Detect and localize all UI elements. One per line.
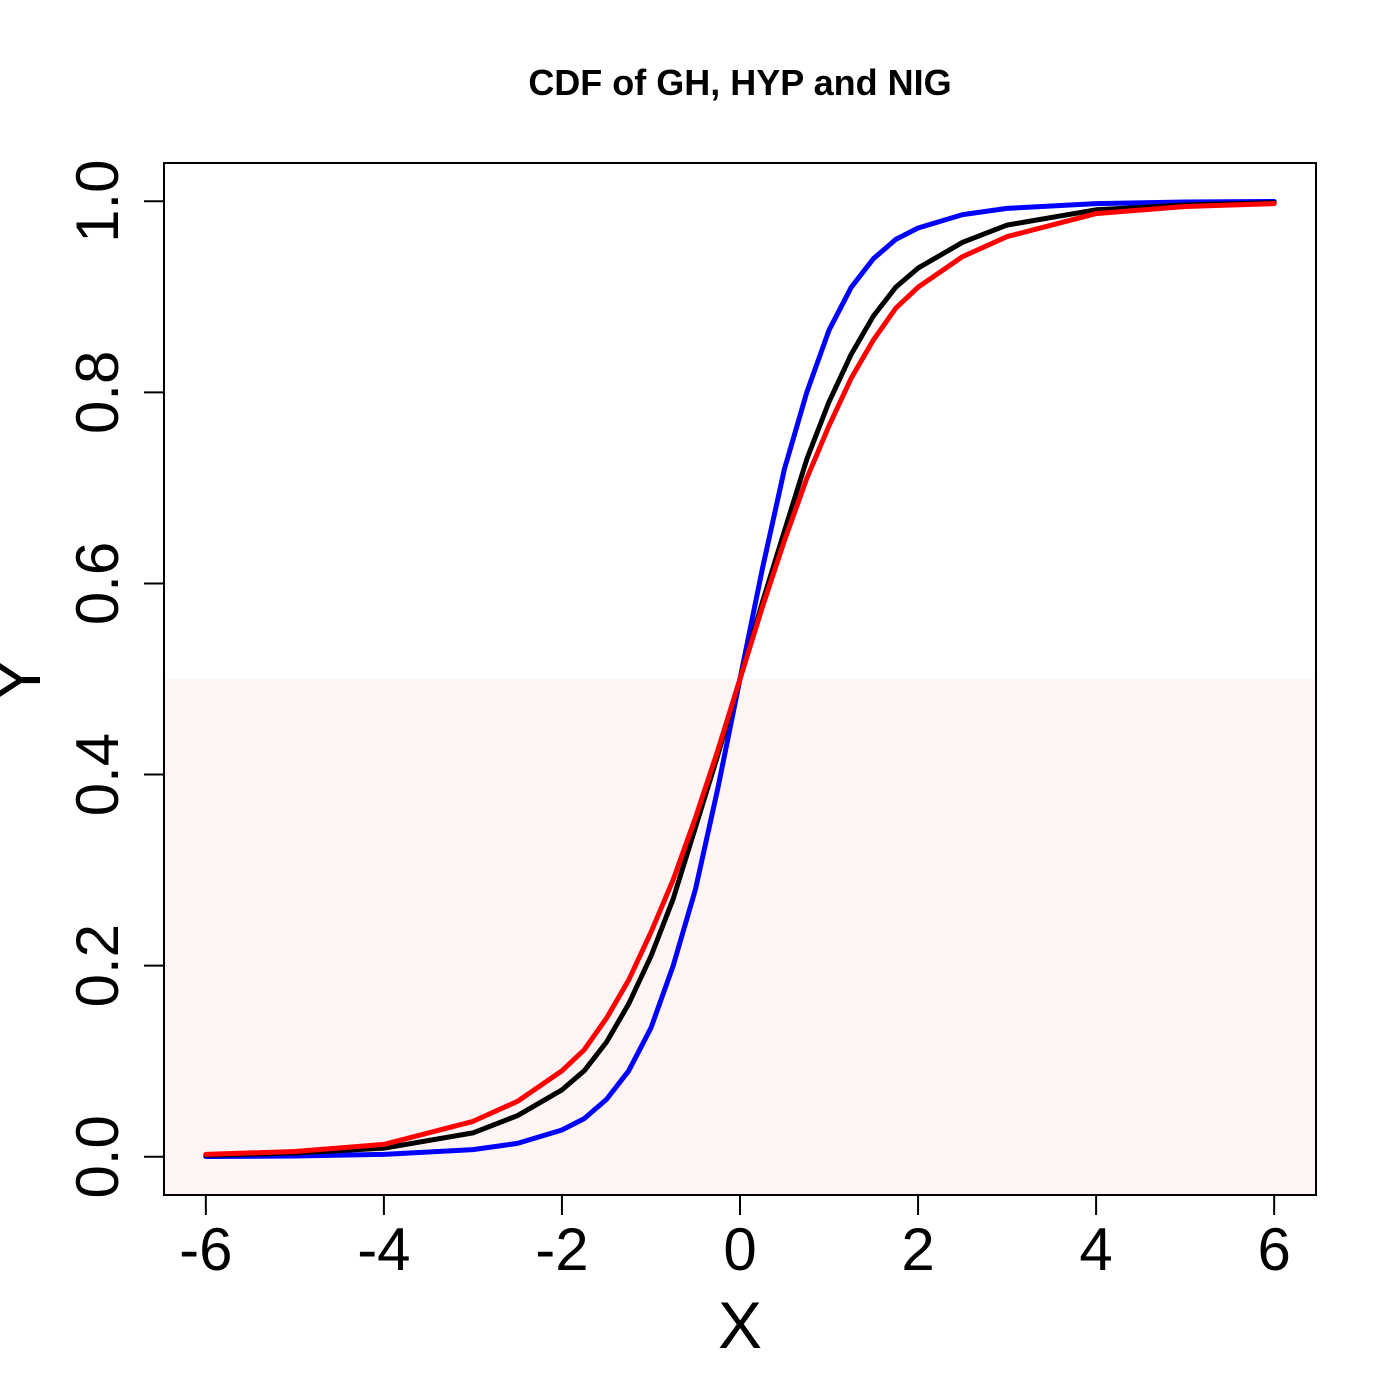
y-tick-label: 0.2: [64, 924, 131, 1007]
y-tick-label: 0.0: [64, 1115, 131, 1198]
y-tick-label: 0.8: [64, 351, 131, 434]
x-axis: -6 -4 -2 0 2 4 6: [179, 1194, 1291, 1283]
shaded-region: [165, 679, 1315, 1194]
x-tick-label: -2: [535, 1216, 588, 1283]
y-axis: 0.0 0.2 0.4 0.6 0.8 1.0: [64, 160, 165, 1198]
y-axis-label: Y: [0, 658, 54, 702]
x-tick-label: 0: [723, 1216, 756, 1283]
y-tick-label: 1.0: [64, 160, 131, 243]
x-axis-label: X: [718, 1288, 762, 1362]
y-tick-label: 0.6: [64, 542, 131, 625]
series-line-red: [203, 201, 1277, 1157]
chart-title: CDF of GH, HYP and NIG: [528, 62, 951, 103]
x-tick-label: -6: [179, 1216, 232, 1283]
y-tick-label: 0.4: [64, 733, 131, 816]
series-group: [203, 199, 1277, 1159]
plot-area: [163, 162, 1317, 1196]
x-tick-label: 6: [1257, 1216, 1290, 1283]
x-tick-label: 4: [1079, 1216, 1112, 1283]
x-tick-label: 2: [901, 1216, 934, 1283]
x-tick-label: -4: [357, 1216, 410, 1283]
